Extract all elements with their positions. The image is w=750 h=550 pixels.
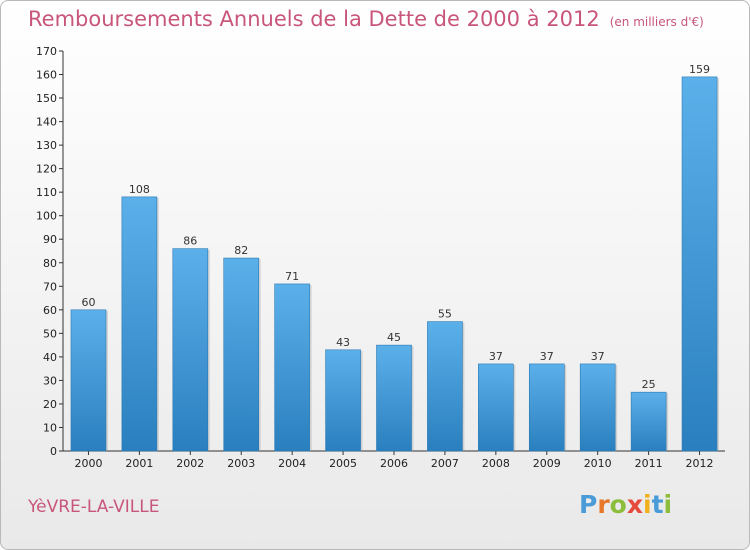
logo-letter: o	[609, 490, 627, 519]
value-label-2011: 25	[642, 378, 656, 391]
logo-letter: t	[651, 490, 664, 519]
value-label-2012: 159	[689, 63, 710, 76]
value-label-2007: 55	[438, 308, 452, 321]
value-label-2008: 37	[489, 350, 503, 363]
x-tick-label: 2011	[635, 457, 663, 470]
value-label-2005: 43	[336, 336, 350, 349]
y-tick-label: 50	[43, 327, 57, 340]
value-label-2002: 86	[183, 235, 197, 248]
y-tick-label: 160	[36, 69, 57, 82]
x-tick-label: 2008	[482, 457, 510, 470]
x-tick-label: 2003	[227, 457, 255, 470]
y-tick-label: 120	[36, 163, 57, 176]
bar-2008	[478, 363, 514, 452]
logo-letter: r	[597, 490, 610, 519]
y-tick-label: 170	[36, 45, 57, 58]
y-axis: 0 10 20 30 40 50 60 70 80 90 100 110 120 130 140 150 160…	[36, 45, 64, 458]
x-tick-label: 2004	[278, 457, 306, 470]
x-tick-label: 2006	[380, 457, 408, 470]
x-tick-label: 2007	[431, 457, 459, 470]
bar-2007	[427, 321, 463, 452]
y-tick-label: 20	[43, 398, 57, 411]
bar-2002	[172, 248, 209, 452]
chart-title: Remboursements Annuels de la Dette de 20…	[28, 7, 704, 31]
y-tick-label: 30	[43, 374, 57, 387]
x-tick-label: 2009	[533, 457, 561, 470]
bars	[70, 76, 720, 452]
y-tick-label: 0	[50, 445, 57, 458]
bar-2004	[274, 283, 310, 452]
y-tick-label: 70	[43, 280, 57, 293]
y-tick-label: 90	[43, 233, 57, 246]
bar-2012	[681, 76, 718, 452]
value-label-2010: 37	[591, 350, 605, 363]
chart-title-unit: (en milliers d'€)	[609, 15, 704, 29]
y-tick-label: 140	[36, 116, 57, 129]
logo-letter: P	[579, 490, 598, 519]
value-label-2000: 60	[81, 296, 95, 309]
y-tick-label: 100	[36, 210, 57, 223]
logo-letter: x	[626, 490, 643, 519]
bar-2010	[579, 363, 616, 452]
chart-title-text: Remboursements Annuels de la Dette de 20…	[28, 7, 600, 31]
logo-letter: i	[663, 490, 673, 519]
y-tick-label: 130	[36, 139, 57, 152]
data-labels: 60 108 86 82 71 43 45 55 37 37 37 25 159	[81, 63, 710, 391]
y-tick-label: 10	[43, 421, 57, 434]
x-axis: 2000 2001 2002 2003 2004 2005 2006 2007 2008 2009…	[63, 450, 725, 470]
x-tick-label: 2001	[125, 457, 153, 470]
value-label-2009: 37	[540, 350, 554, 363]
bar-2011	[630, 391, 667, 452]
proxiti-logo: Proxiti	[579, 490, 672, 519]
logo-letter: i	[643, 490, 652, 519]
x-tick-label: 2010	[584, 457, 612, 470]
y-tick-label: 80	[43, 257, 57, 270]
x-tick-label: 2012	[686, 457, 714, 470]
y-tick-label: 150	[36, 92, 57, 105]
y-tick-label: 110	[36, 186, 57, 199]
y-tick-label: 40	[43, 351, 57, 364]
value-label-2001: 108	[129, 183, 150, 196]
x-tick-label: 2002	[176, 457, 204, 470]
city-name: YèVRE-LA-VILLE	[28, 497, 160, 517]
value-label-2003: 82	[234, 244, 248, 257]
value-label-2006: 45	[387, 331, 401, 344]
y-tick-label: 60	[43, 304, 57, 317]
bar-2001	[121, 196, 158, 452]
x-tick-label: 2005	[329, 457, 357, 470]
bar-2006	[376, 344, 412, 452]
bar-2009	[528, 363, 565, 452]
value-label-2004: 71	[285, 270, 299, 283]
bar-2005	[325, 349, 361, 452]
bar-2003	[223, 257, 260, 452]
x-tick-label: 2000	[74, 457, 102, 470]
bar-2000	[70, 309, 107, 452]
